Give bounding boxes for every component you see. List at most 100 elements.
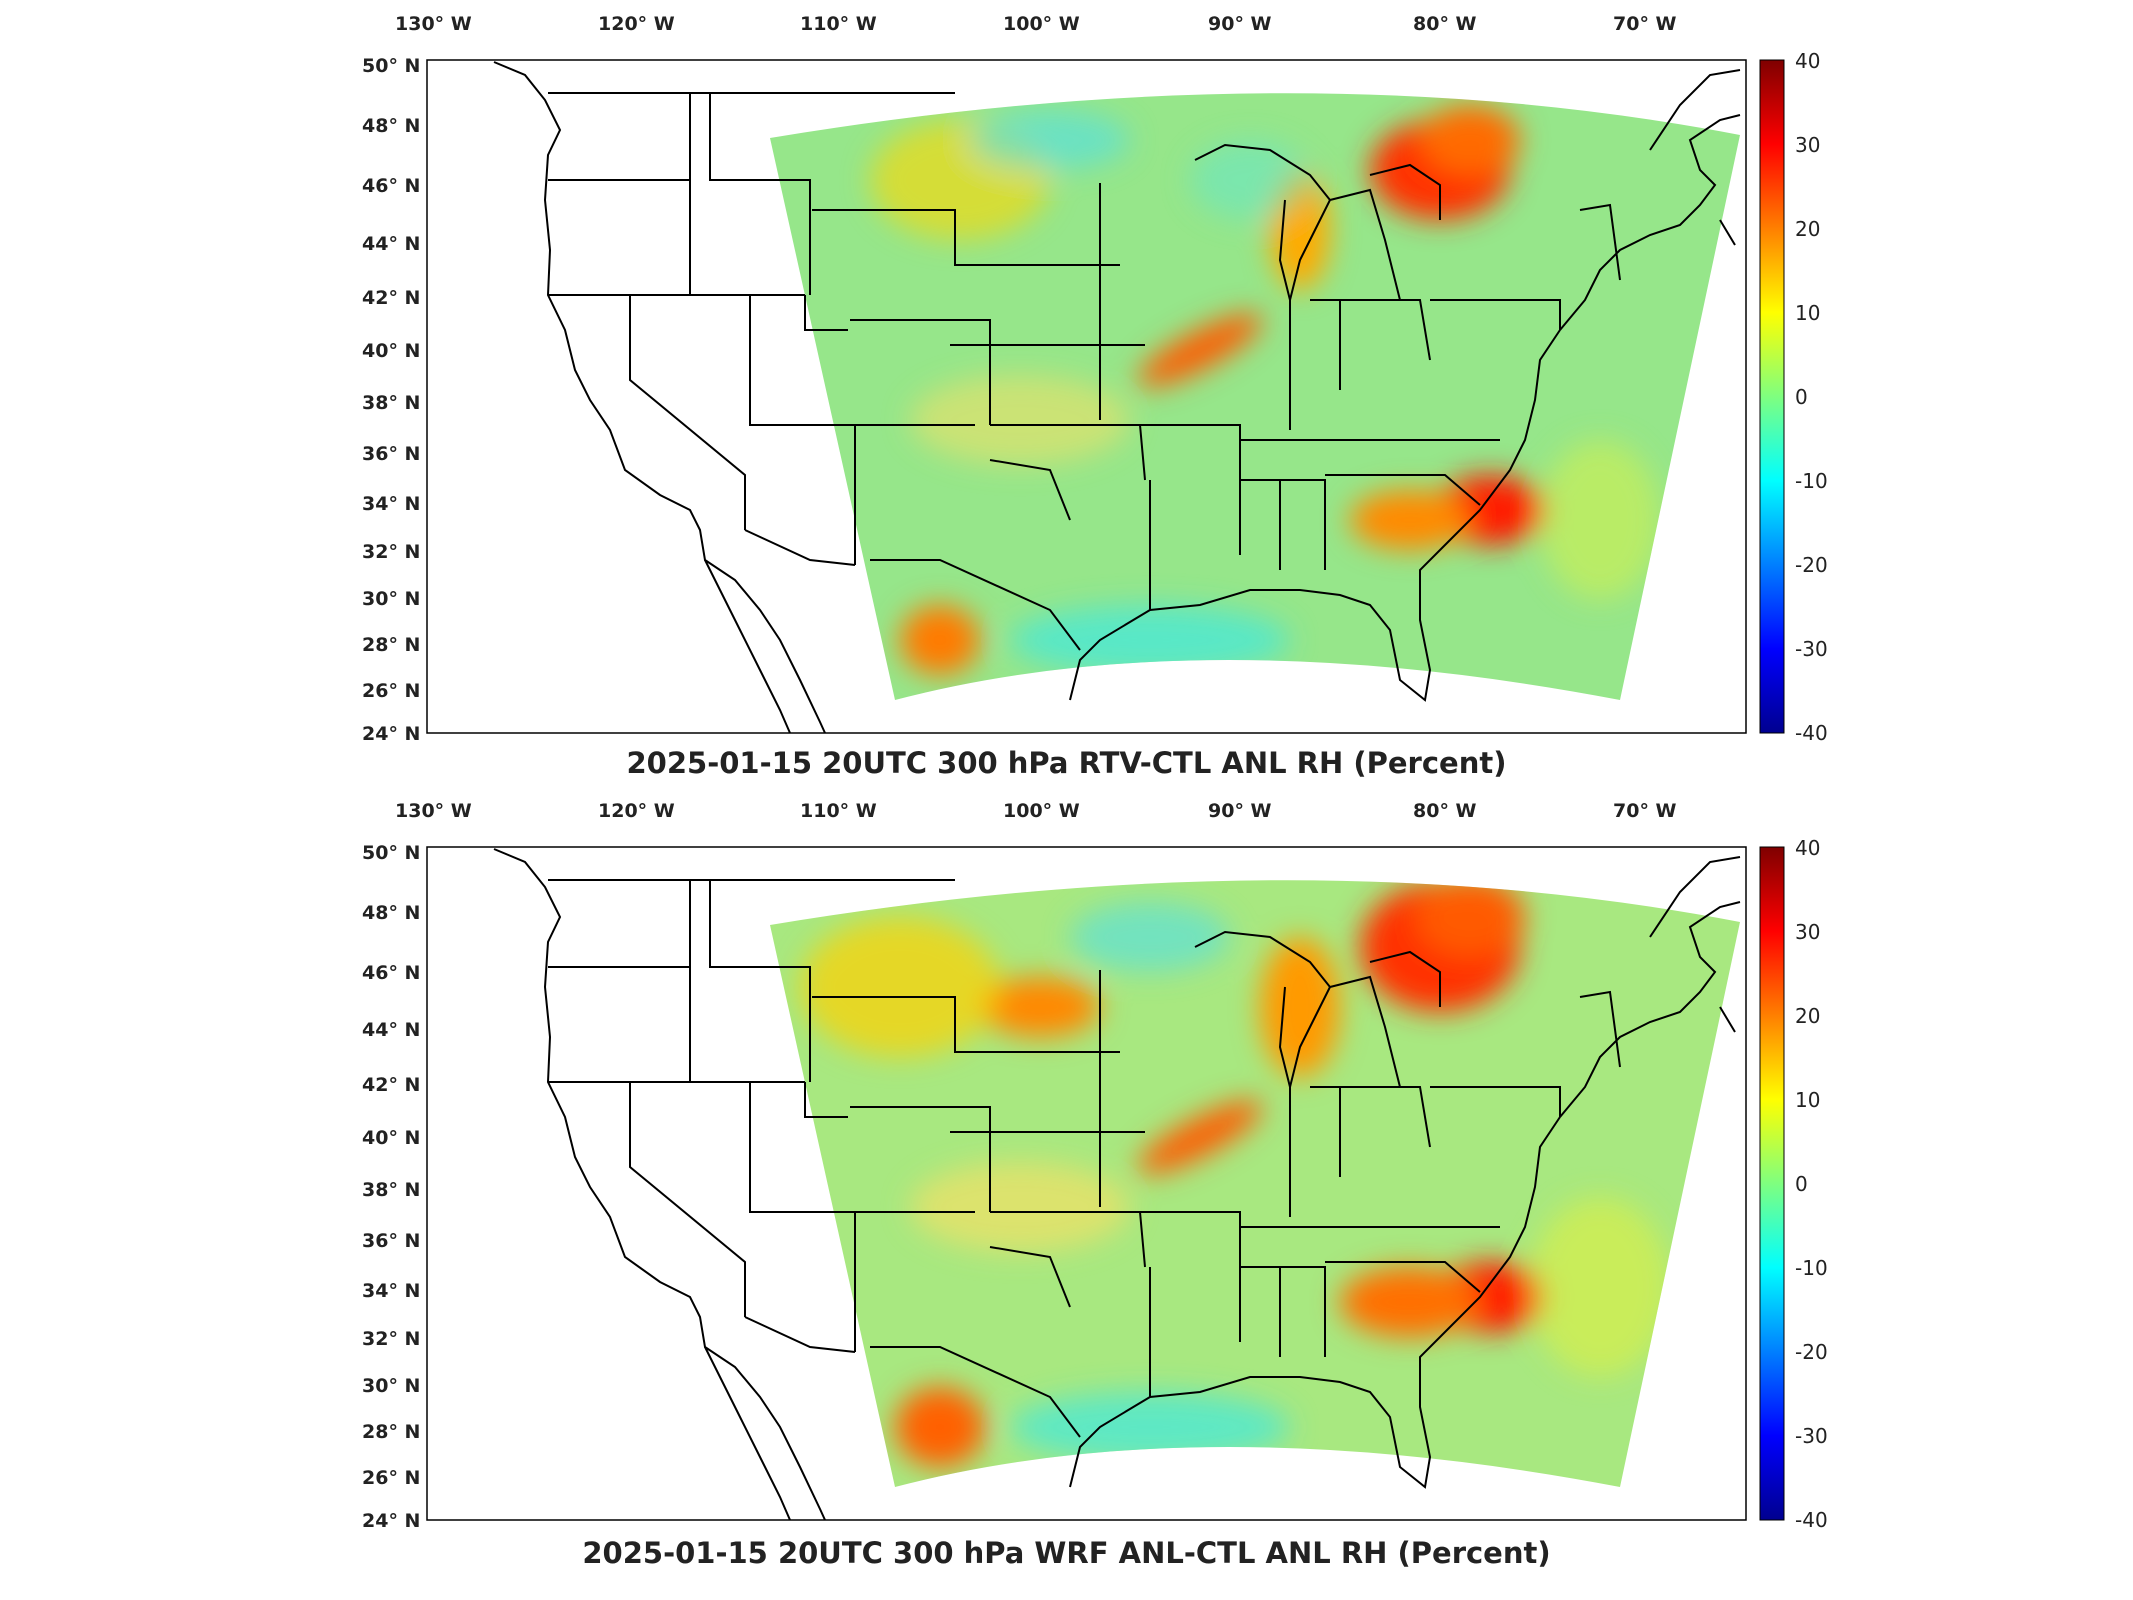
lat-label: 40° N [362,340,420,362]
lat-label: 44° N [362,1019,420,1041]
anomaly-low [1070,902,1230,972]
lat-label: 50° N [362,55,420,77]
rh-difference-field [770,93,1740,700]
lat-label: 30° N [362,1375,420,1397]
map-panel-bottom: 40 30 20 10 0 -10 -20 -30 -40 130° W 120… [0,790,2133,1600]
colorbar-tick-label: 40 [1795,836,1820,860]
lat-label: 26° N [362,680,420,702]
anomaly-high [1415,880,1525,957]
colorbar-tick-label: -30 [1795,1424,1828,1448]
west-coastline [493,61,826,734]
colorbar-ticks: 40 30 20 10 0 -10 -20 -30 -40 [1795,49,1828,745]
map-title: 2025-01-15 20UTC 300 hPa WRF ANL-CTL ANL… [582,1536,1551,1570]
great-lakes [1194,143,1441,301]
lon-label: 90° W [1208,800,1272,822]
colorbar-tick-label: -30 [1795,637,1828,661]
ne-coastline [1559,901,1741,1118]
ne-coastline [1559,114,1741,331]
lat-label: 48° N [362,902,420,924]
map-figure: 40 30 20 10 0 -10 -20 -30 -40 130° W 120… [362,800,1828,1532]
lon-label: 80° W [1413,800,1477,822]
lat-label: 24° N [362,1510,420,1532]
lat-label: 42° N [362,287,420,309]
lon-label: 100° W [1003,800,1080,822]
east-coastline [1069,1116,1561,1489]
lat-label: 36° N [362,1230,420,1252]
canada-coast [1649,69,1741,246]
rh-difference-field [770,880,1740,1487]
state-lines-central [709,93,1241,651]
anomaly-mid [910,1162,1130,1252]
anomaly-high [1137,313,1263,387]
anomaly-mid [910,375,1130,465]
colorbar-ticks: 40 30 20 10 0 -10 -20 -30 -40 [1795,836,1828,1532]
colorbar-tick-label: 0 [1795,1172,1808,1196]
anomaly-high [1137,1100,1263,1174]
lat-label: 28° N [362,1421,420,1443]
longitude-labels: 130° W 120° W 110° W 100° W 90° W 80° W … [395,13,1677,35]
map-title: 2025-01-15 20UTC 300 hPa RTV-CTL ANL RH … [626,746,1507,780]
anomaly-high [980,977,1100,1037]
lon-label: 100° W [1003,13,1080,35]
anomaly-low [970,110,1130,170]
colorbar-tick-label: -20 [1795,553,1828,577]
lon-label: 130° W [395,13,472,35]
anomaly-mid [1540,440,1660,600]
state-lines-central [709,880,1241,1438]
anomaly-high [895,1387,985,1467]
colorbar-tick-label: 20 [1795,217,1820,241]
colorbar-tick-label: 0 [1795,385,1808,409]
lat-label: 46° N [362,175,420,197]
anomaly-high [900,605,980,675]
anomaly-high [1260,937,1340,1077]
lon-label: 120° W [598,13,675,35]
great-lakes [1194,930,1441,1088]
canada-coast [1649,856,1741,1033]
boundaries [493,848,1741,1521]
lon-label: 80° W [1413,13,1477,35]
lon-label: 110° W [800,800,877,822]
east-coastline [1069,329,1561,702]
colorbar-tick-label: -10 [1795,1256,1828,1280]
colorbar [1759,846,1785,1521]
anomaly-mid [1530,1197,1670,1377]
map-figure: 40 30 20 10 0 -10 -20 -30 -40 130° W 120… [362,13,1828,745]
boundaries [493,61,1741,734]
lat-label: 38° N [362,1179,420,1201]
baja-coast [704,559,791,734]
lat-label: 26° N [362,1467,420,1489]
lat-label: 40° N [362,1127,420,1149]
colorbar-tick-label: 10 [1795,1088,1820,1112]
colorbar-tick-label: 40 [1795,49,1820,73]
lon-label: 90° W [1208,13,1272,35]
latitude-labels: 50° N 48° N 46° N 44° N 42° N 40° N 38° … [362,842,420,1532]
state-lines-east [1240,203,1621,570]
lat-label: 32° N [362,1328,420,1350]
lat-label: 42° N [362,1074,420,1096]
lon-label: 130° W [395,800,472,822]
lon-label: 70° W [1613,13,1677,35]
colorbar-tick-label: 30 [1795,133,1820,157]
lon-label: 120° W [598,800,675,822]
colorbar-tick-label: 10 [1795,301,1820,325]
lat-label: 50° N [362,842,420,864]
lat-label: 32° N [362,541,420,563]
colorbar [1759,59,1785,734]
anomaly-high [1420,105,1520,175]
lat-label: 34° N [362,1280,420,1302]
anomaly-mid [800,917,1000,1057]
lat-label: 48° N [362,115,420,137]
colorbar-tick-label: 20 [1795,1004,1820,1028]
lat-label: 36° N [362,443,420,465]
west-coastline [493,848,826,1521]
lon-label: 110° W [800,13,877,35]
baja-coast [704,1346,791,1521]
colorbar-tick-label: -40 [1795,1508,1828,1532]
lat-label: 34° N [362,493,420,515]
lat-label: 30° N [362,588,420,610]
lat-label: 28° N [362,634,420,656]
longitude-labels: 130° W 120° W 110° W 100° W 90° W 80° W … [395,800,1677,822]
lat-label: 24° N [362,723,420,745]
colorbar-tick-label: -20 [1795,1340,1828,1364]
latitude-labels: 50° N 48° N 46° N 44° N 42° N 40° N 38° … [362,55,420,745]
